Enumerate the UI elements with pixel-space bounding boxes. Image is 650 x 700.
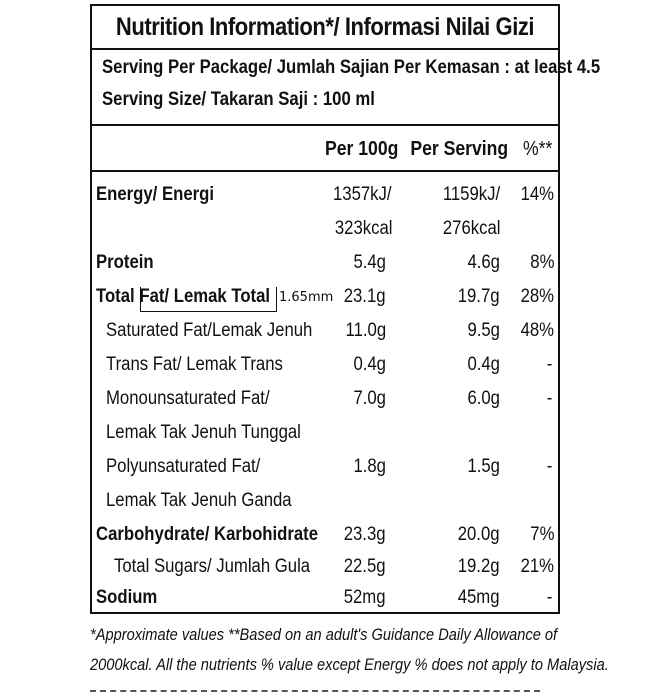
row-total-fat-per100: 23.1g [344, 286, 386, 307]
row-carb-per100: 23.3g [344, 524, 386, 545]
row-total-fat-label-prefix: Total [96, 286, 140, 307]
row-protein-per100: 5.4g [353, 252, 386, 273]
row-energy-per100-kj: 1357kJ/ [333, 184, 392, 205]
row-mono-serving: 6.0g [467, 388, 500, 409]
row-poly-label-line1: Polyunsaturated Fat/ [106, 456, 261, 477]
row-protein-label: Protein [96, 252, 154, 273]
nutrition-panel: Nutrition Information*/ Informasi Nilai … [90, 4, 601, 614]
header-divider [92, 170, 558, 172]
row-saturated-label: Saturated Fat/Lemak Jenuh [106, 320, 313, 341]
row-sugars-percent: 21% [520, 556, 554, 577]
row-total-fat-serving: 19.7g [458, 286, 500, 307]
row-carb-serving: 20.0g [458, 524, 500, 545]
panel-title: Nutrition Information*/ Informasi Nilai … [115, 12, 535, 41]
row-sodium-serving: 45mg [458, 587, 500, 608]
row-mono-label-line1: Monounsaturated Fat/ [106, 388, 270, 409]
row-sodium-label: Sodium [96, 587, 158, 608]
row-sugars-label: Total Sugars/ Jumlah Gula [114, 556, 311, 577]
footnote-line1: *Approximate values **Based on an adult'… [90, 625, 558, 644]
row-energy-per100-kcal: 323kcal [334, 218, 392, 239]
measurement-annotation: 1.65mm [278, 290, 335, 306]
row-trans-label: Trans Fat/ Lemak Trans [106, 354, 283, 375]
cut-line [90, 690, 540, 692]
row-trans-per100: 0.4g [353, 354, 386, 375]
row-trans-percent: - [546, 354, 552, 375]
row-mono-per100: 7.0g [353, 388, 386, 409]
row-energy-label: Energy/ Energi [96, 184, 215, 205]
row-total-fat-label: Total Fat/ Lemak Total [96, 282, 270, 312]
row-poly-per100: 1.8g [353, 456, 386, 477]
title-divider [92, 48, 558, 50]
row-protein-serving: 4.6g [467, 252, 500, 273]
row-sodium-per100: 52mg [344, 587, 386, 608]
col-header-per-serving: Per Serving [410, 138, 508, 160]
row-saturated-percent: 48% [520, 320, 554, 341]
footnote-line2: 2000kcal. All the nutrients % value exce… [90, 655, 609, 674]
row-poly-percent: - [546, 456, 552, 477]
row-protein-percent: 8% [529, 252, 554, 273]
row-energy-serving-kj: 1159kJ/ [442, 184, 500, 205]
row-saturated-serving: 9.5g [467, 320, 500, 341]
serving-info: Serving Per Package/ Jumlah Sajian Per K… [92, 52, 601, 116]
col-header-per100: Per 100g [324, 138, 398, 160]
col-header-percent: %** [522, 138, 552, 160]
row-poly-serving: 1.5g [467, 456, 500, 477]
serving-size: Serving Size/ Takaran Saji : 100 ml [102, 89, 375, 110]
row-sodium-percent: - [546, 587, 552, 608]
row-saturated-per100: 11.0g [345, 320, 386, 341]
serving-per-package: Serving Per Package/ Jumlah Sajian Per K… [102, 57, 601, 78]
measurement-bracket [140, 287, 277, 312]
row-total-fat-label-underlined: Fat/ Lemak Total [139, 286, 271, 307]
footnote: *Approximate values **Based on an adult'… [90, 620, 609, 680]
row-energy-serving-kcal: 276kcal [442, 218, 500, 239]
serving-divider [92, 124, 558, 126]
row-sugars-serving: 19.2g [458, 556, 500, 577]
row-mono-percent: - [546, 388, 552, 409]
row-carb-percent: 7% [529, 524, 554, 545]
row-poly-label-line2: Lemak Tak Jenuh Ganda [106, 490, 292, 511]
row-energy-percent: 14% [520, 184, 554, 205]
row-total-fat-percent: 28% [520, 286, 554, 307]
row-carb-label: Carbohydrate/ Karbohidrate [96, 524, 319, 545]
row-trans-serving: 0.4g [467, 354, 500, 375]
row-mono-label-line2: Lemak Tak Jenuh Tunggal [106, 422, 301, 443]
row-sugars-per100: 22.5g [344, 556, 386, 577]
